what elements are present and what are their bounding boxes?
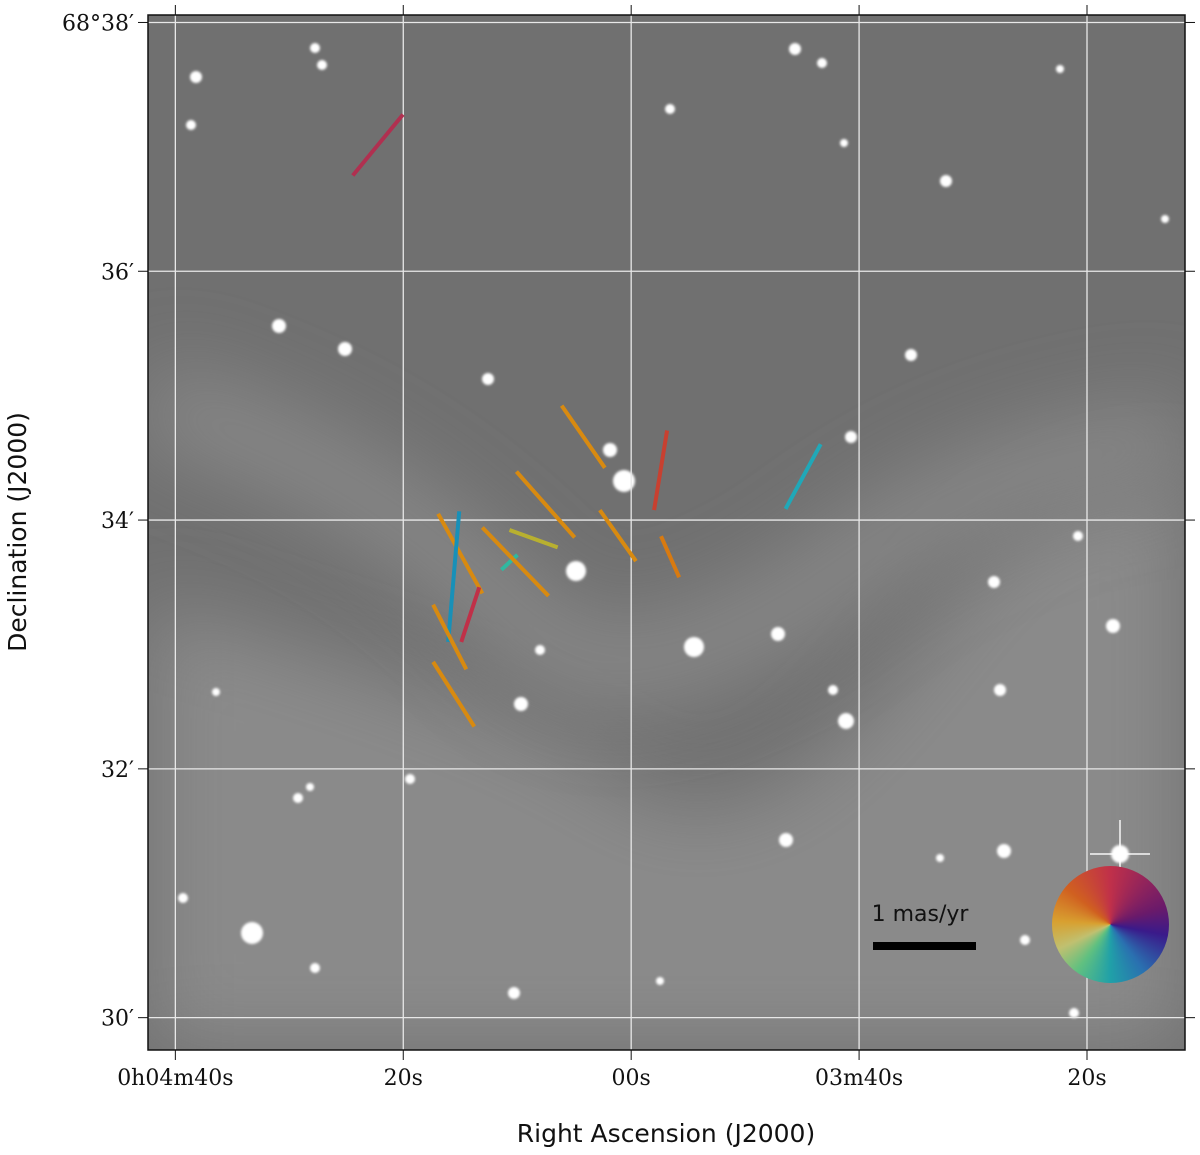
proper-motion-vector [436, 512, 485, 595]
proper-motion-vector [560, 404, 607, 469]
y-tick-label: 30′ [101, 1007, 134, 1032]
x-tick-label: 03m40s [815, 1066, 903, 1091]
proper-motion-vector [446, 511, 462, 643]
color-wheel [1052, 866, 1169, 983]
y-axis-label: Declination (J2000) [3, 412, 32, 652]
proper-motion-vector [431, 660, 476, 728]
proper-motion-vector [480, 526, 550, 598]
vectors [351, 113, 823, 728]
y-tick-label: 32′ [101, 758, 134, 783]
proper-motion-vector [514, 470, 577, 539]
proper-motion-vector [652, 430, 670, 511]
y-tick-label: 34′ [101, 509, 134, 534]
y-tick-label: 36′ [101, 260, 134, 285]
proper-motion-vector [459, 586, 482, 643]
proper-motion-vector [783, 443, 823, 510]
proper-motion-vector [508, 528, 559, 550]
plot-frame [147, 14, 1186, 1051]
y-tick-label: 68°38′ [62, 11, 134, 36]
proper-motion-vector [431, 603, 469, 671]
proper-motion-vector [500, 553, 519, 572]
x-tick-label: 20s [384, 1066, 423, 1091]
x-axis-label: Right Ascension (J2000) [517, 1119, 815, 1148]
scale-bar [873, 942, 976, 950]
sky-image [148, 15, 1185, 1050]
x-tick-label: 0h04m40s [117, 1066, 233, 1091]
x-tick-label: 20s [1067, 1066, 1106, 1091]
proper-motion-vector [351, 113, 405, 177]
proper-motion-vector [598, 508, 638, 563]
scale-label: 1 mas/yr [872, 902, 970, 927]
proper-motion-vector [659, 535, 681, 579]
x-tick-label: 00s [612, 1066, 651, 1091]
